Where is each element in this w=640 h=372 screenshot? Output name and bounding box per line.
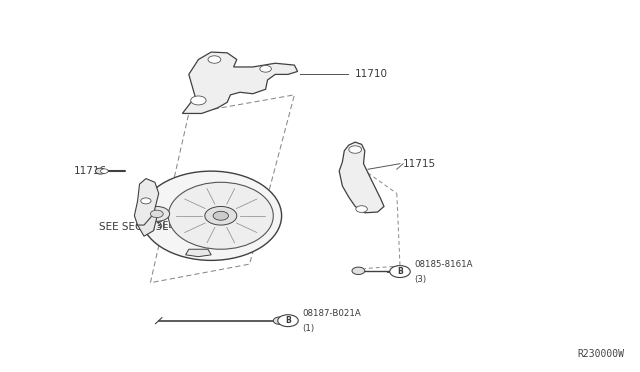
Text: SEE SEC. 23L: SEE SEC. 23L: [99, 222, 168, 232]
Circle shape: [349, 146, 362, 153]
Text: (3): (3): [415, 275, 427, 283]
Circle shape: [260, 65, 271, 72]
Circle shape: [390, 266, 410, 278]
Circle shape: [191, 96, 206, 105]
Polygon shape: [134, 179, 159, 225]
Polygon shape: [186, 249, 211, 257]
Circle shape: [278, 315, 298, 327]
Text: (1): (1): [303, 324, 315, 333]
Polygon shape: [339, 142, 384, 213]
Circle shape: [150, 210, 163, 218]
Circle shape: [208, 56, 221, 63]
Text: 08187-B021A: 08187-B021A: [303, 310, 362, 318]
Text: SEE SEC. 23L: SEE SEC. 23L: [157, 221, 216, 230]
Text: B: B: [397, 267, 403, 276]
Text: R230000W: R230000W: [577, 349, 624, 359]
Text: 11710: 11710: [355, 70, 388, 79]
Circle shape: [205, 206, 237, 225]
Ellipse shape: [141, 171, 282, 260]
Text: 11715: 11715: [403, 159, 436, 169]
Circle shape: [356, 206, 367, 212]
Text: B: B: [285, 316, 291, 325]
Circle shape: [273, 317, 286, 324]
Polygon shape: [182, 52, 298, 113]
Circle shape: [352, 267, 365, 275]
Circle shape: [144, 206, 170, 221]
Circle shape: [95, 168, 106, 174]
Circle shape: [213, 211, 228, 220]
Polygon shape: [138, 208, 157, 236]
Circle shape: [100, 169, 108, 173]
Text: 11716: 11716: [74, 166, 107, 176]
Text: 08185-8161A: 08185-8161A: [415, 260, 473, 269]
Ellipse shape: [168, 182, 273, 249]
Circle shape: [141, 198, 151, 204]
